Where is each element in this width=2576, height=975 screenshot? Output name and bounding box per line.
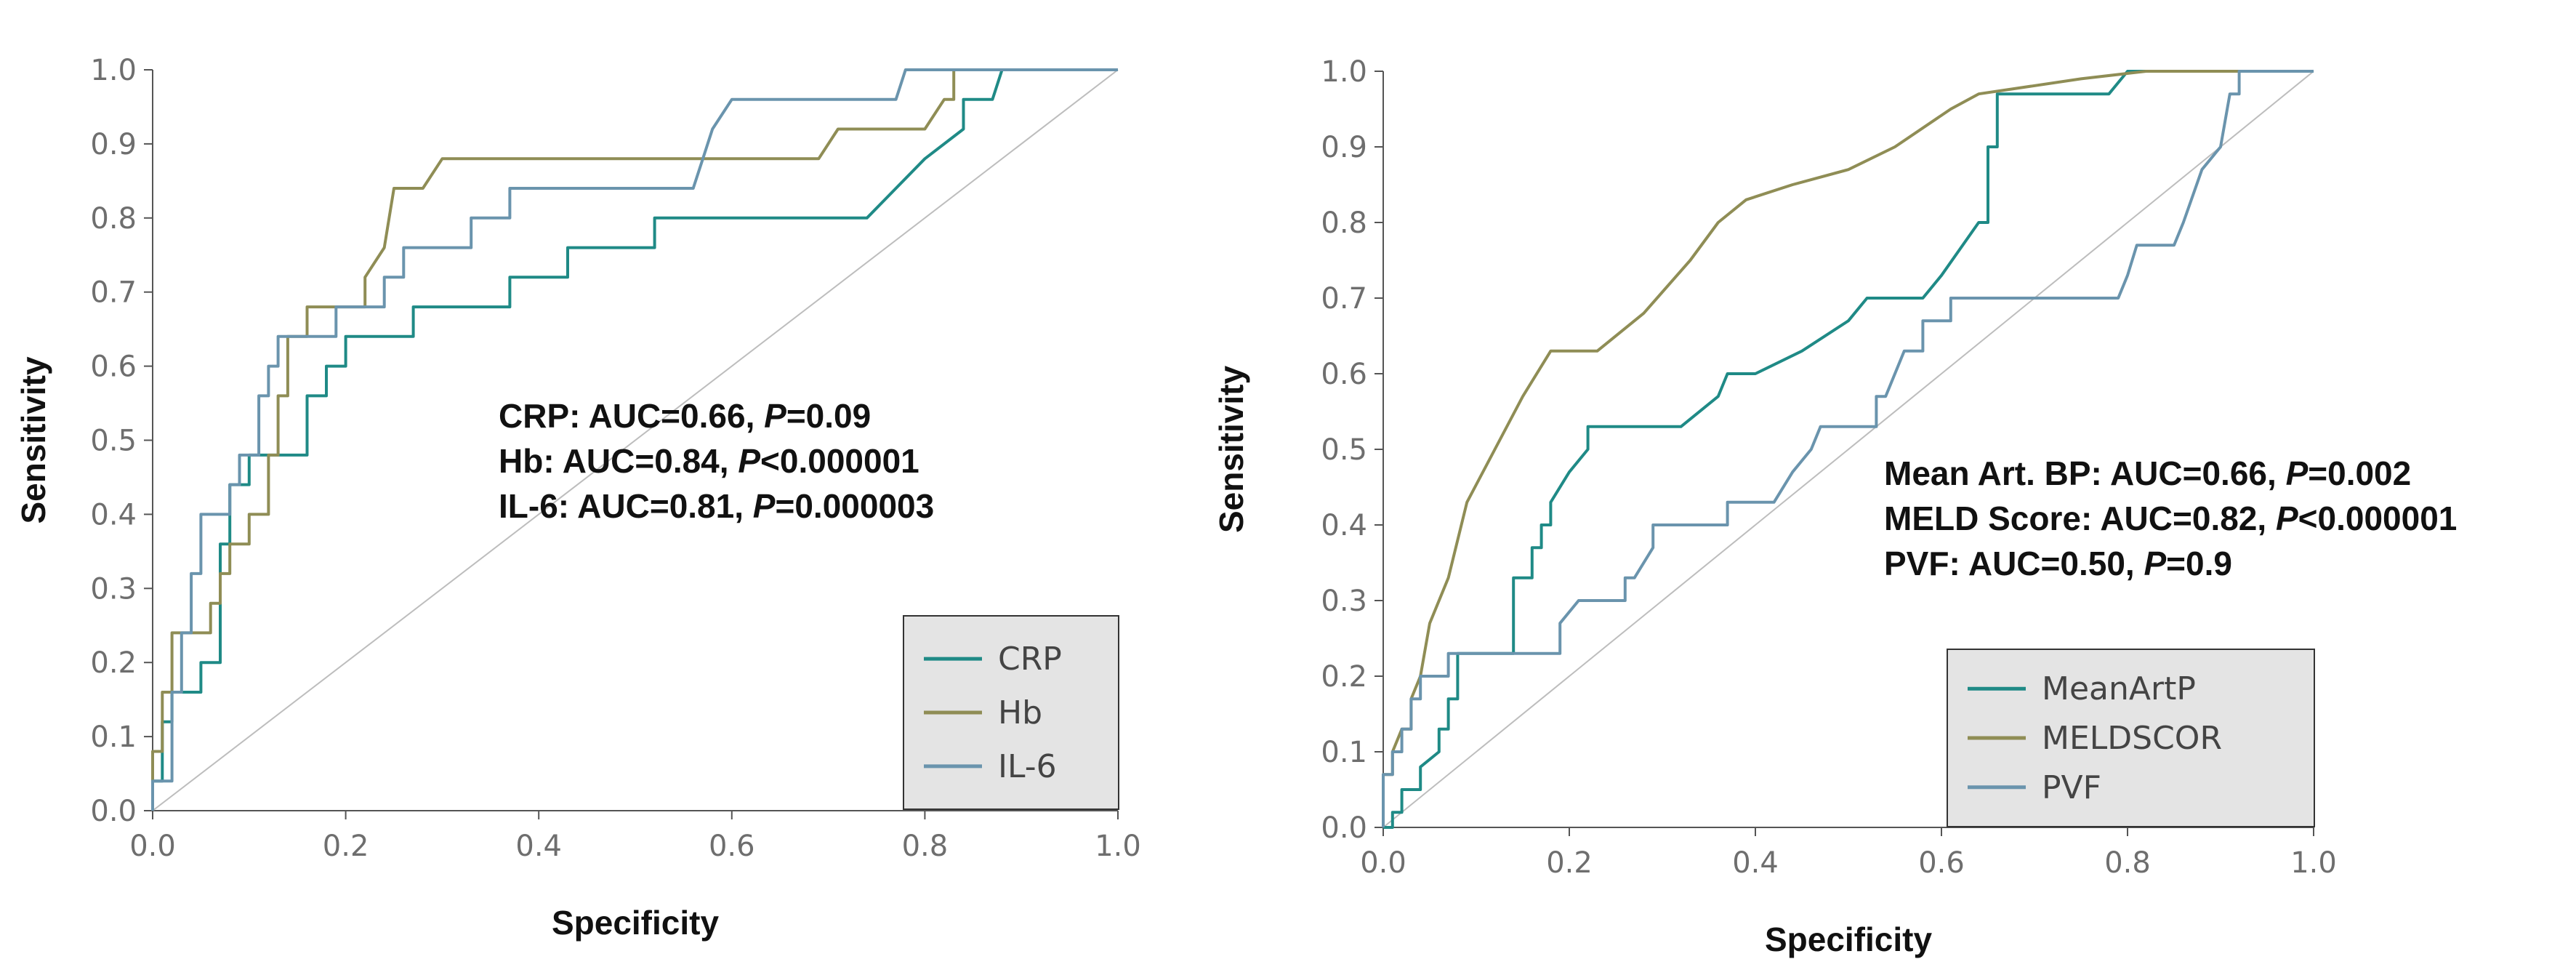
- y-tick-label: 0.5: [90, 425, 137, 458]
- auc-annotation: IL-6: AUC=0.81, P=0.000003: [499, 487, 934, 525]
- x-axis-title: Specificity: [1765, 920, 1933, 958]
- legend-label-crp: CRP: [998, 641, 1062, 678]
- y-tick-label: 0.6: [90, 350, 137, 384]
- y-tick-label: 0.7: [1321, 282, 1367, 316]
- x-tick-label: 0.2: [323, 830, 369, 863]
- legend-label-meanartp: MeanArtP: [2042, 670, 2196, 707]
- y-tick-label: 1.0: [90, 54, 137, 87]
- y-tick-label: 0.7: [90, 276, 137, 310]
- reference-diagonal: [1382, 71, 2314, 828]
- reference-diagonal: [152, 69, 1119, 811]
- y-tick-label: 0.3: [1321, 585, 1367, 618]
- y-tick-label: 0.4: [1321, 509, 1367, 542]
- y-tick-label: 0.0: [90, 795, 137, 828]
- y-tick-label: 0.1: [1321, 736, 1367, 769]
- x-tick-label: 0.6: [1918, 846, 1965, 880]
- y-tick-label: 0.2: [1321, 660, 1367, 694]
- y-tick-label: 1.0: [1321, 55, 1367, 89]
- x-tick-label: 0.4: [515, 830, 562, 863]
- y-axis-title: Sensitivity: [15, 356, 52, 524]
- y-tick-label: 0.9: [90, 128, 137, 161]
- roc-curve-pvf: [1382, 70, 2314, 827]
- legend-label-hb: Hb: [998, 694, 1042, 731]
- y-tick-label: 0.3: [90, 572, 137, 606]
- roc-curve-crp: [151, 68, 1118, 811]
- y-tick-label: 0.0: [1321, 811, 1367, 845]
- x-tick-label: 0.0: [1360, 846, 1406, 880]
- x-tick-label: 0.6: [709, 830, 755, 863]
- legend-label-il-6: IL-6: [998, 748, 1057, 785]
- y-tick-label: 0.9: [1321, 131, 1367, 164]
- y-tick-label: 0.5: [1321, 433, 1367, 467]
- auc-annotation: Mean Art. BP: AUC=0.66, P=0.002: [1884, 454, 2411, 492]
- x-tick-label: 0.8: [902, 830, 949, 863]
- legend-label-meldscor: MELDSCOR: [2042, 720, 2222, 757]
- y-tick-label: 0.4: [90, 498, 137, 531]
- legend-label-pvf: PVF: [2042, 769, 2101, 806]
- roc-curve-il-6: [151, 68, 1118, 811]
- x-tick-label: 1.0: [1095, 830, 1141, 863]
- auc-annotation: MELD Score: AUC=0.82, P<0.000001: [1884, 499, 2457, 537]
- auc-annotation: CRP: AUC=0.66, P=0.09: [499, 397, 871, 435]
- y-tick-label: 0.8: [90, 202, 137, 236]
- y-tick-label: 0.2: [90, 646, 137, 680]
- x-tick-label: 1.0: [2290, 846, 2337, 880]
- y-tick-label: 0.1: [90, 721, 137, 754]
- auc-annotation: PVF: AUC=0.50, P=0.9: [1884, 545, 2232, 582]
- x-tick-label: 0.4: [1732, 846, 1779, 880]
- y-tick-label: 0.6: [1321, 358, 1367, 391]
- roc-curve-meanartp: [1383, 70, 2314, 829]
- x-tick-label: 0.8: [2104, 846, 2151, 880]
- x-tick-label: 0.0: [129, 830, 176, 863]
- y-tick-label: 0.8: [1321, 206, 1367, 240]
- roc-chart-right: 0.0 0.2 0.4 0.6 0.8 1.0 0.0 0.1 0.2 0.3 0.4 0.5 0.6 0…: [1212, 55, 2457, 958]
- y-axis-title: Sensitivity: [1212, 366, 1250, 534]
- x-tick-label: 0.2: [1546, 846, 1593, 880]
- auc-annotation: Hb: AUC=0.84, P<0.000001: [499, 442, 919, 480]
- roc-curve-hb: [151, 68, 1118, 811]
- x-axis-title: Specificity: [552, 904, 720, 942]
- roc-chart-left: 0.0 0.2 0.4 0.6 0.8 1.0 0.0 0.1 0.2 0.3 0.4 0.5 0.6 0…: [15, 54, 1141, 942]
